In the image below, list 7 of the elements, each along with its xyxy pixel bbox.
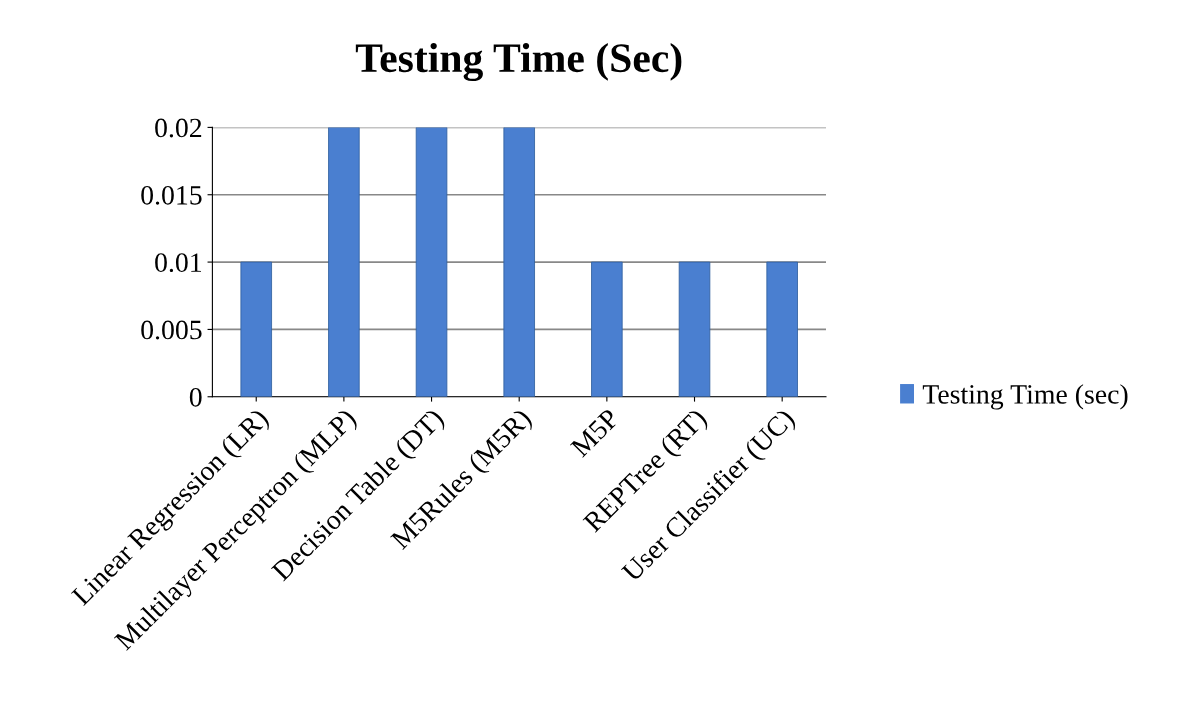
y-tick-label: 0.015 (141, 185, 202, 205)
y-tick-label: 0.02 (155, 118, 202, 138)
chart-title: Testing Time (Sec) (355, 42, 682, 82)
legend-label: Testing Time (sec) (922, 384, 1128, 410)
y-tick-label: 0 (189, 387, 202, 407)
y-tick-label: 0.01 (155, 253, 202, 273)
y-tick-label: 0.005 (141, 320, 202, 340)
